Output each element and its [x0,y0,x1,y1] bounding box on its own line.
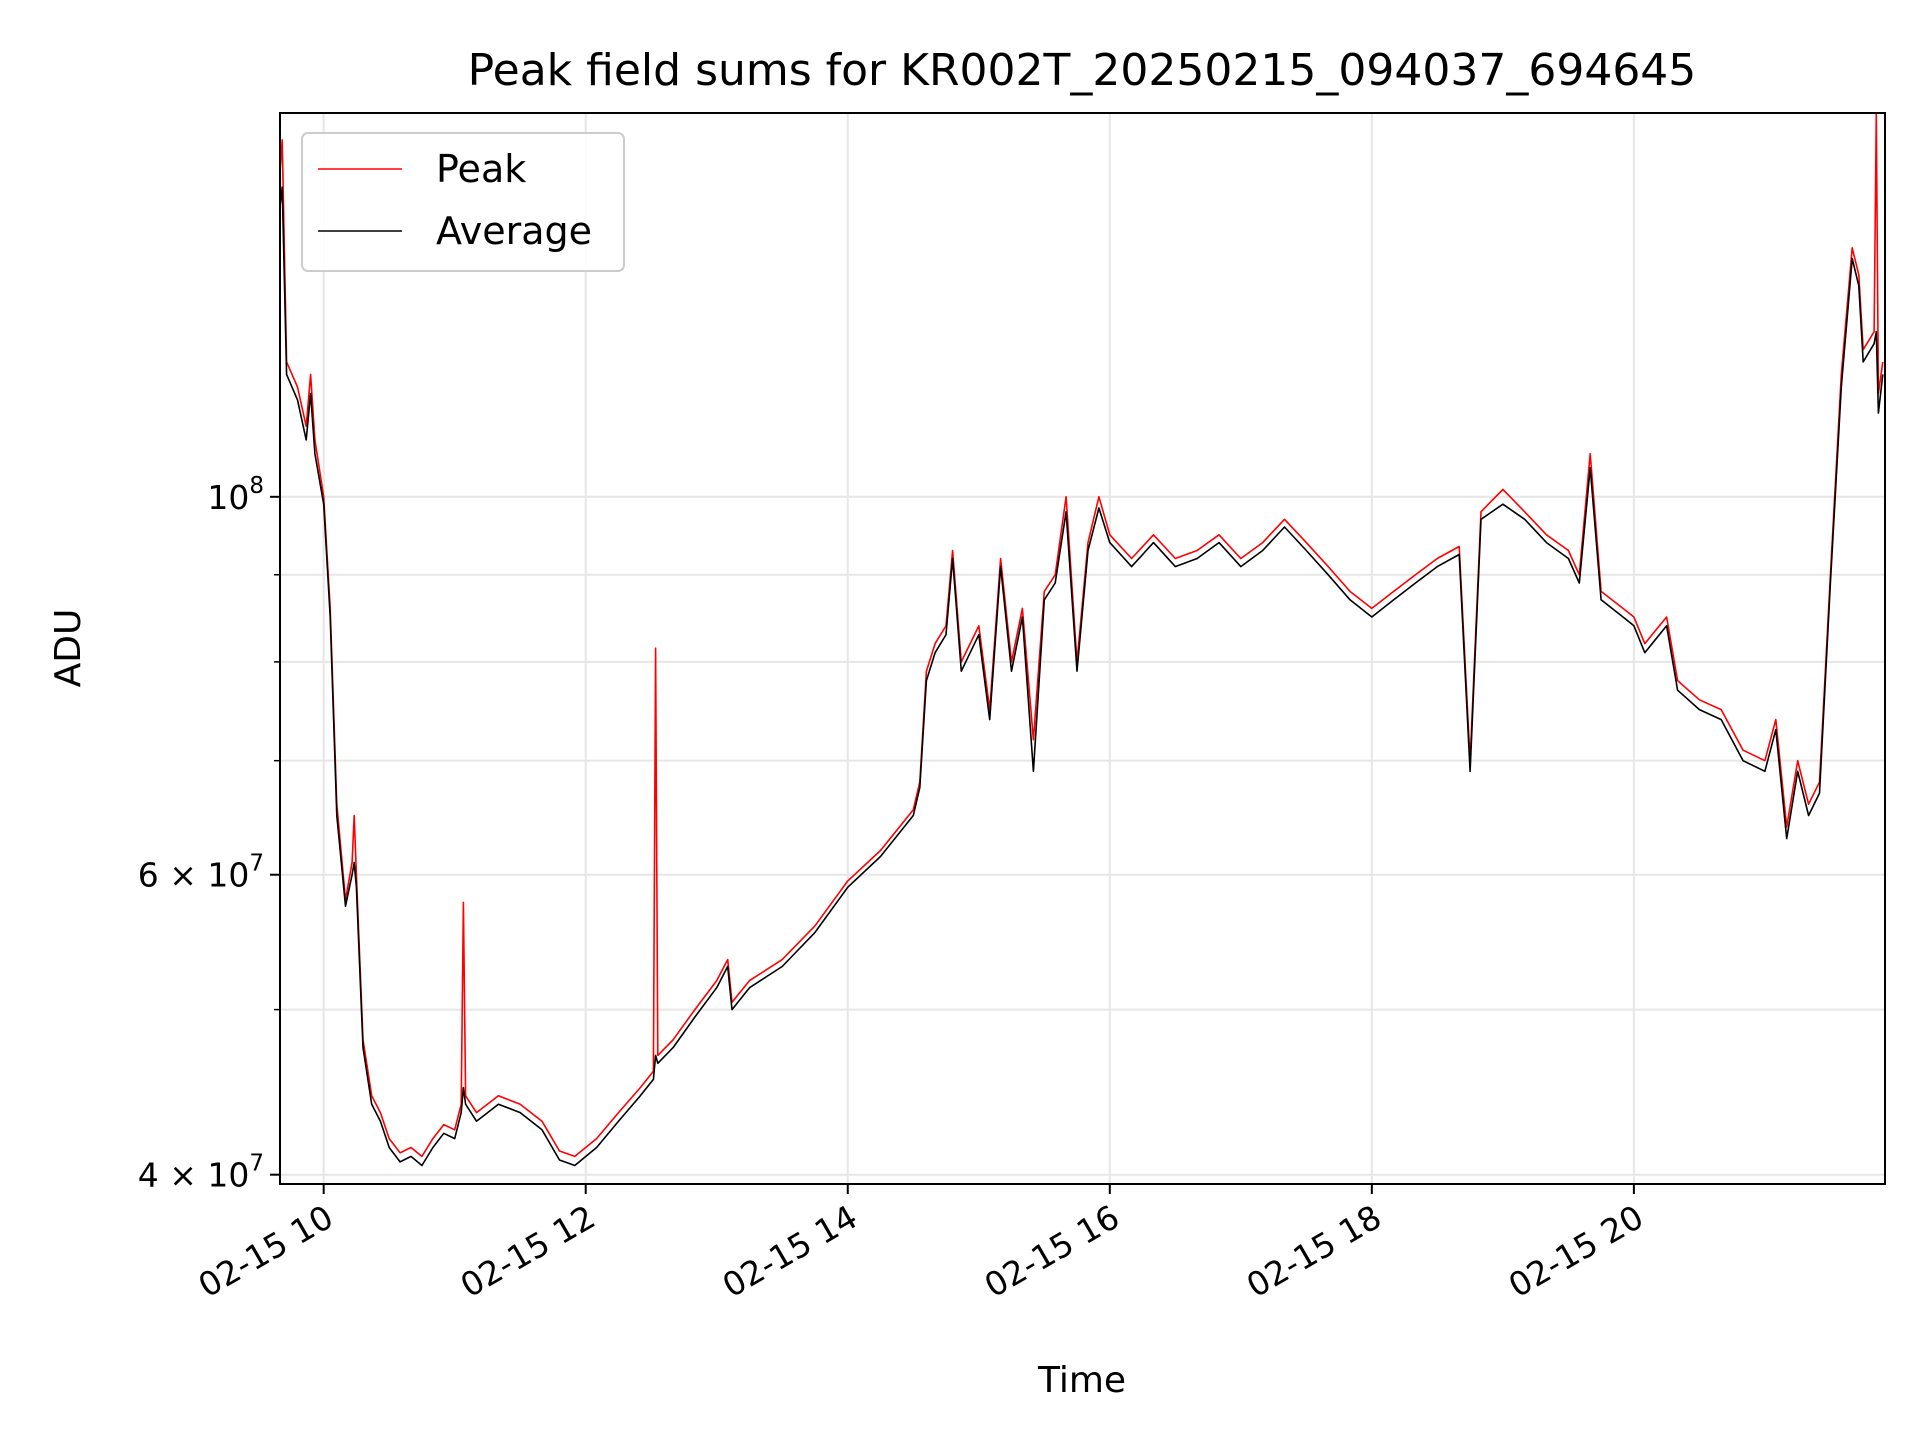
y-axis-label: ADU [48,609,89,688]
series-line-average [279,186,1884,1167]
series-layer [279,112,1884,1167]
legend: Peak Average [301,132,625,272]
y-tick-label: 6 × 107 [138,851,264,895]
y-tick-label: 108 [207,473,264,517]
plot-frame [279,112,1886,1185]
y-tick-label: 4 × 107 [138,1151,264,1195]
legend-box [301,132,625,272]
y-axis: 4 × 107 6 × 107 108 [138,473,280,1195]
grid [280,113,1885,1184]
series-line-peak [279,112,1884,1158]
legend-label-average: Average [436,209,592,253]
chart-title: Peak field sums for KR002T_20250215_0940… [468,45,1697,96]
x-axis-label: Time [1037,1360,1126,1401]
legend-label-peak: Peak [436,147,526,191]
